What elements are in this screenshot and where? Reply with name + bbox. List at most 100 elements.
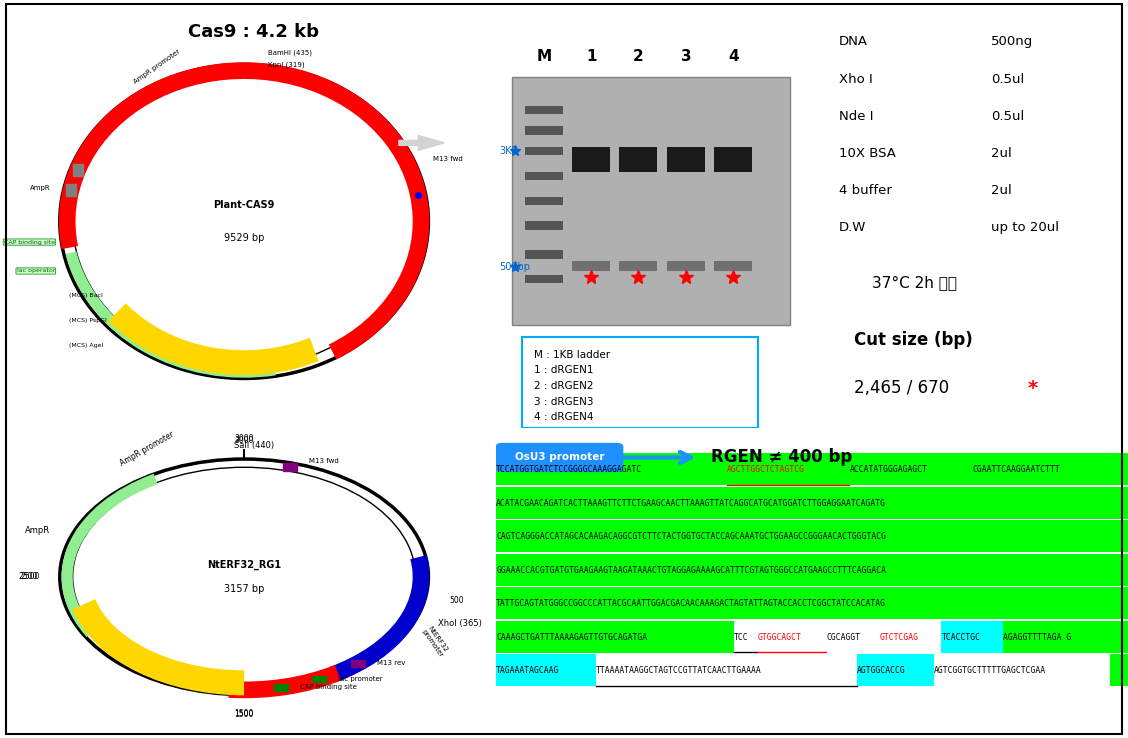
Text: AGTCGGTGCTTTTTGAGCTCGAA: AGTCGGTGCTTTTTGAGCTCGAA [934, 666, 1046, 675]
Text: KpnI (319): KpnI (319) [268, 62, 305, 69]
Text: 2 : dRGEN2: 2 : dRGEN2 [535, 381, 593, 391]
Text: Cas9 : 4.2 kb: Cas9 : 4.2 kb [188, 23, 319, 41]
Text: (MCS) BacI: (MCS) BacI [70, 293, 104, 298]
Text: AGCTTGGCTCTAGTCG: AGCTTGGCTCTAGTCG [726, 466, 804, 475]
Text: NtERF32_RG1: NtERF32_RG1 [208, 559, 281, 570]
Bar [934, 655, 1110, 686]
Text: BamHI (435): BamHI (435) [268, 49, 312, 56]
Bar [525, 172, 563, 180]
Bar [596, 655, 857, 686]
Text: 500: 500 [449, 596, 464, 605]
FancyArrow shape [399, 136, 444, 151]
Text: 500bp: 500bp [500, 262, 530, 272]
Text: M13 rev: M13 rev [377, 661, 406, 666]
Text: Cut size (bp): Cut size (bp) [854, 331, 972, 349]
Bar [525, 196, 563, 205]
Text: GGAAACCACGTGATGTGAAGAAGTAAGATAAACTGTAGGAGAAAAGCATTTCGTAGTGGGCCATGAAGCCTTTCAGGACA: GGAAACCACGTGATGTGAAGAAGTAAGATAAACTGTAGGA… [496, 566, 887, 575]
Text: 1 : dRGEN1: 1 : dRGEN1 [535, 365, 593, 375]
Text: SalI (440): SalI (440) [233, 441, 274, 449]
Bar [311, 675, 326, 683]
Text: 4: 4 [728, 49, 739, 63]
Bar [572, 147, 610, 172]
Text: 3: 3 [680, 49, 691, 63]
Bar [496, 655, 596, 686]
Bar [521, 337, 758, 428]
Text: 2ul: 2ul [990, 184, 1012, 197]
Bar [714, 147, 752, 172]
Text: CAAAGCTGATTTAAAAGAGTTGTGCAGATGA: CAAAGCTGATTTAAAAGAGTTGTGCAGATGA [496, 632, 647, 642]
Text: 4 buffer: 4 buffer [838, 184, 891, 197]
Text: CAP binding site: CAP binding site [300, 684, 358, 691]
Bar [942, 621, 1003, 653]
Bar [525, 147, 563, 155]
Bar [351, 660, 365, 666]
Bar [734, 621, 757, 653]
Text: CAGTCAGGGACCATAGCACAAGACAGGCGTCTTCTACTGGTGCTACCAGCAAATGCTGGAAGCCGGGAACACTGGGTACG: CAGTCAGGGACCATAGCACAAGACAGGCGTCTTCTACTGG… [496, 532, 887, 542]
Text: OsU3 promoter: OsU3 promoter [514, 452, 605, 463]
Text: Nde I: Nde I [838, 110, 873, 123]
Text: Xho I: Xho I [838, 72, 872, 86]
Text: TAGAAATAGCAAG: TAGAAATAGCAAG [496, 666, 559, 675]
FancyBboxPatch shape [496, 444, 623, 472]
Bar [496, 655, 1128, 686]
Bar [525, 250, 563, 258]
Text: D.W: D.W [838, 221, 866, 235]
Text: *: * [1028, 379, 1038, 399]
Text: AmpR promoter: AmpR promoter [132, 49, 182, 85]
Bar [525, 106, 563, 114]
Text: (MCS) AgeI: (MCS) AgeI [70, 343, 104, 348]
Bar [496, 621, 1128, 653]
Text: 2ul: 2ul [990, 147, 1012, 160]
Bar [73, 164, 82, 176]
Text: (MCS) PspGI: (MCS) PspGI [70, 318, 107, 323]
Text: DNA: DNA [838, 35, 867, 49]
Text: TTAAAATAAGGCTAGTCCGTTATCAACTTGAAAA: TTAAAATAAGGCTAGTCCGTTATCAACTTGAAAA [596, 666, 761, 675]
Bar [525, 126, 563, 134]
Text: 0.5ul: 0.5ul [990, 72, 1024, 86]
Bar [496, 453, 1128, 486]
Bar [667, 261, 705, 271]
Text: M : 1KB ladder: M : 1KB ladder [535, 350, 610, 359]
Text: 2500: 2500 [21, 573, 41, 582]
Bar [525, 221, 563, 230]
Text: 3000: 3000 [235, 436, 254, 445]
Text: M13 fwd: M13 fwd [309, 458, 340, 464]
Bar [496, 554, 1128, 586]
Bar [757, 621, 827, 653]
Bar [67, 184, 76, 196]
Bar [880, 621, 942, 653]
Text: CGAATTCAAGGAATCTTT: CGAATTCAAGGAATCTTT [972, 466, 1060, 475]
Text: 1: 1 [585, 49, 597, 63]
Bar [619, 261, 658, 271]
Bar [496, 487, 1128, 519]
Text: 2500: 2500 [18, 573, 38, 582]
Text: lac operator: lac operator [17, 269, 55, 274]
Bar [512, 77, 790, 325]
Bar [714, 261, 752, 271]
Text: TATTGCAGTATGGGCCGGCCCATTACGCAATTGGACGACAACAAAGACTAGTATTAGTACCACCTCGGCTATCCACATAG: TATTGCAGTATGGGCCGGCCCATTACGCAATTGGACGACA… [496, 599, 887, 608]
Text: M: M [536, 49, 552, 63]
Text: 9529 bp: 9529 bp [224, 233, 264, 243]
Text: AGTGGCACCG: AGTGGCACCG [857, 666, 906, 675]
Text: 37°C 2h 반응: 37°C 2h 반응 [872, 275, 958, 290]
Text: AmpR: AmpR [25, 526, 50, 535]
Text: AGAGGTTTTAGA G: AGAGGTTTTAGA G [1003, 632, 1072, 642]
Text: M13 fwd: M13 fwd [433, 156, 462, 162]
Text: up to 20ul: up to 20ul [990, 221, 1059, 235]
Text: TCCATGGTGATCTCCGGGGCAAAGGAGATC: TCCATGGTGATCTCCGGGGCAAAGGAGATC [496, 466, 643, 475]
Text: TCC: TCC [734, 632, 749, 642]
Text: NtERF32
promoter: NtERF32 promoter [421, 625, 450, 659]
Text: Plant-CAS9: Plant-CAS9 [213, 200, 275, 210]
Bar [619, 147, 658, 172]
Bar [572, 261, 610, 271]
Text: CGCAGGT: CGCAGGT [827, 632, 861, 642]
Bar [667, 147, 705, 172]
Text: 4 : dRGEN4: 4 : dRGEN4 [535, 413, 593, 422]
Text: 3000: 3000 [235, 435, 254, 444]
Text: 2: 2 [633, 49, 644, 63]
Text: 0.5ul: 0.5ul [990, 110, 1024, 123]
Text: 1500: 1500 [235, 708, 254, 717]
Text: AmpR: AmpR [29, 185, 50, 191]
Bar [496, 520, 1128, 552]
Text: lac promoter: lac promoter [338, 676, 382, 683]
